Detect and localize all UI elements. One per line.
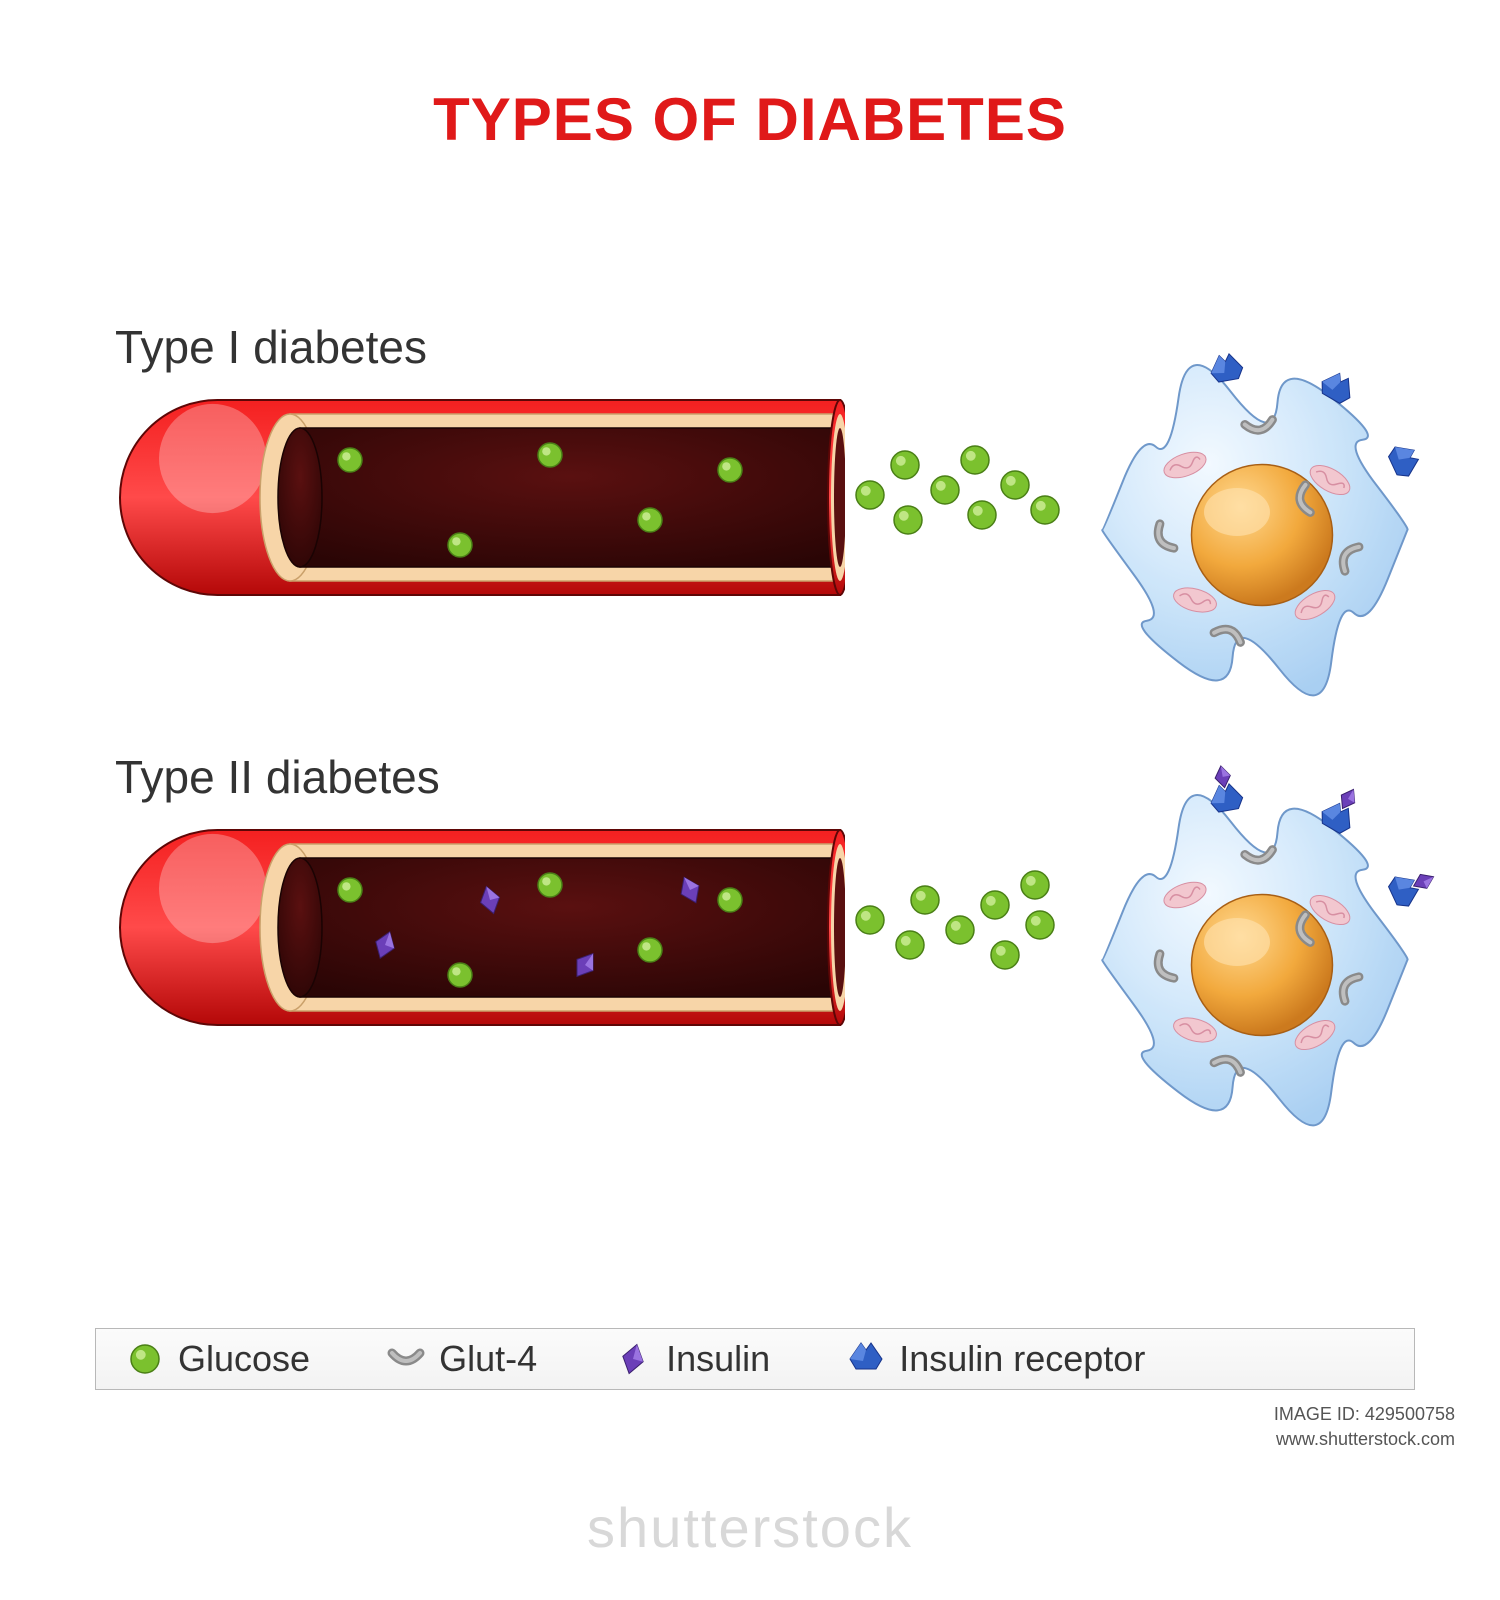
glucose-icon (338, 878, 362, 902)
insulin-icon (612, 1338, 654, 1380)
glucose-icon (448, 963, 472, 987)
glucose-icon (538, 443, 562, 467)
legend-item-insulin: Insulin (612, 1338, 770, 1380)
glucose-icon (638, 938, 662, 962)
image-id-label: IMAGE ID: 429500758 (1274, 1404, 1455, 1425)
glucose-stream (855, 395, 1075, 600)
legend: Glucose Glut-4 Insulin Insulin receptor (95, 1328, 1415, 1390)
main-title: TYPES OF DIABETES (0, 85, 1500, 154)
legend-label: Insulin receptor (899, 1338, 1145, 1380)
body-cell (1060, 765, 1450, 1155)
source-url-label: www.shutterstock.com (1276, 1429, 1455, 1450)
legend-item-receptor: Insulin receptor (845, 1338, 1145, 1380)
type1-label: Type I diabetes (115, 320, 427, 374)
cell-wrapper (1060, 765, 1450, 1160)
legend-item-glucose: Glucose (124, 1338, 310, 1380)
legend-label: Glut-4 (439, 1338, 537, 1380)
glucose-icon (124, 1338, 166, 1380)
insulin-receptor-icon (1386, 440, 1423, 480)
blood-vessel (115, 825, 845, 1030)
vessel-wrapper (115, 395, 845, 605)
insulin-receptor-icon (1386, 862, 1440, 910)
glucose-icon (448, 533, 472, 557)
legend-item-glut4: Glut-4 (385, 1338, 537, 1380)
glucose-icon (638, 508, 662, 532)
glucose-stream (855, 825, 1075, 1030)
cell-wrapper (1060, 335, 1450, 730)
glucose-icon (718, 458, 742, 482)
glut4-icon (385, 1338, 427, 1380)
body-cell (1060, 335, 1450, 725)
type2-row (0, 825, 1500, 1125)
glucose-icon (338, 448, 362, 472)
type2-label: Type II diabetes (115, 750, 440, 804)
vessel-wrapper (115, 825, 845, 1035)
receptor-icon (845, 1338, 887, 1380)
legend-label: Insulin (666, 1338, 770, 1380)
glucose-icon (538, 873, 562, 897)
type1-row (0, 395, 1500, 695)
watermark-brand: shutterstock (0, 1495, 1500, 1560)
blood-vessel (115, 395, 845, 600)
glucose-icon (718, 888, 742, 912)
legend-label: Glucose (178, 1338, 310, 1380)
